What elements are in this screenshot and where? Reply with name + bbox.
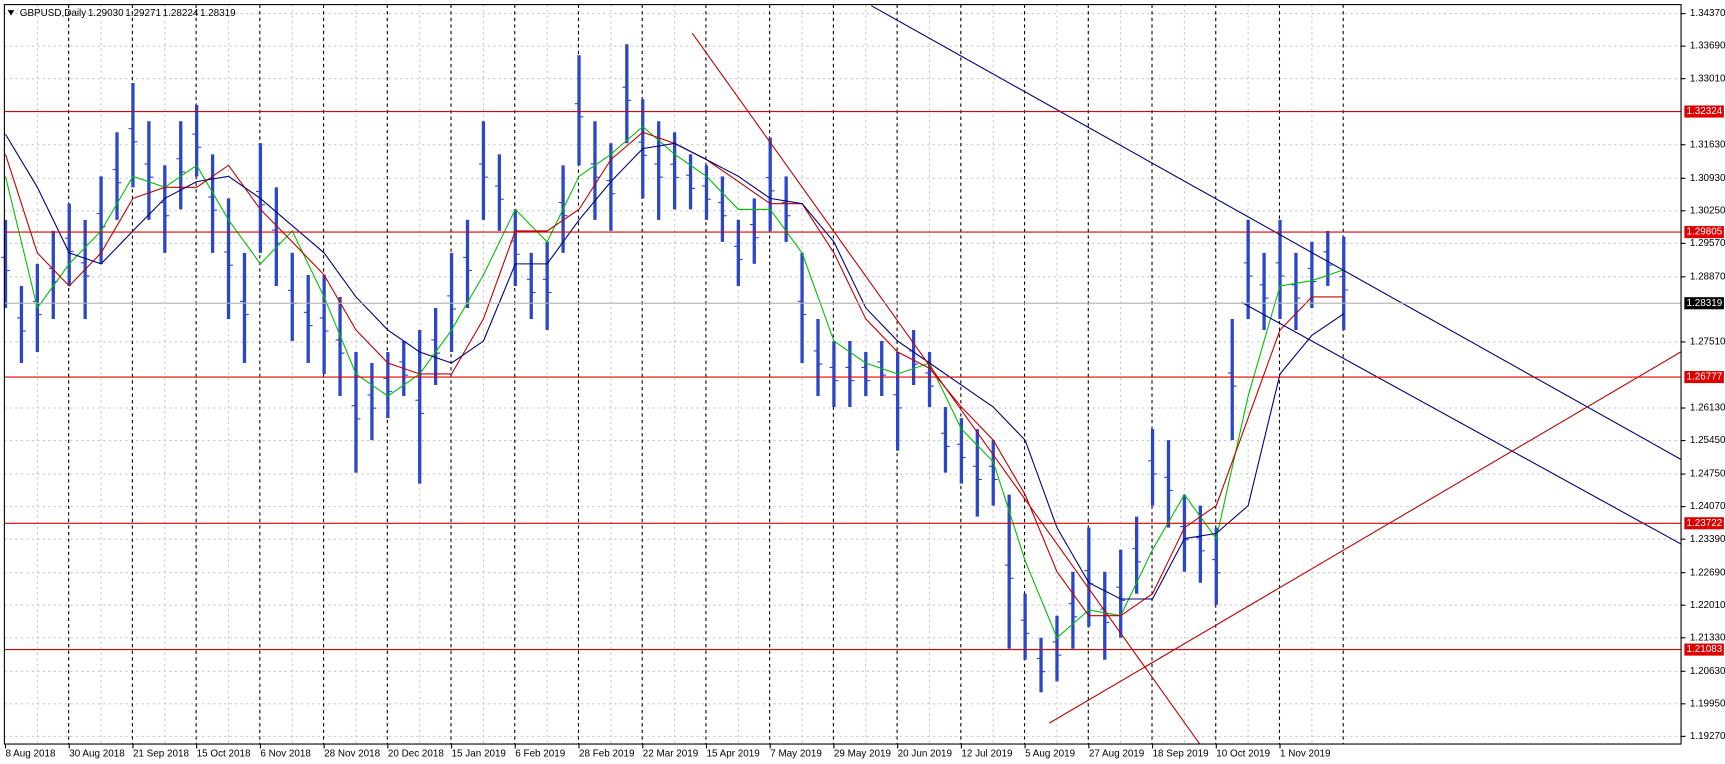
plot-border [3, 4, 1682, 745]
x-tick-label: 6 Feb 2019 [515, 749, 565, 760]
x-tick-label: 15 Jan 2019 [452, 749, 507, 760]
x-tick-label: 27 Aug 2019 [1089, 749, 1145, 760]
level-label-box [1684, 370, 1724, 384]
y-tick-label: 1.23390 [1690, 534, 1725, 545]
y-tick-label: 1.25450 [1690, 435, 1725, 446]
level-label: 1.26777 [1687, 372, 1723, 383]
x-tick-label: 1 Nov 2019 [1280, 749, 1331, 760]
x-tick-label: 8 Aug 2018 [5, 749, 55, 760]
current-price-box [1684, 297, 1724, 310]
y-tick-label: 1.19950 [1690, 698, 1725, 709]
y-tick-label: 1.24750 [1690, 469, 1725, 480]
y-tick-label: 1.28870 [1690, 271, 1725, 282]
y-tick-label: 1.30250 [1690, 205, 1725, 216]
y-tick-label: 1.26130 [1690, 403, 1725, 414]
marks [1, 44, 1349, 693]
level-label: 1.32324 [1687, 106, 1723, 117]
x-tick-label: 18 Sep 2019 [1153, 749, 1210, 760]
level-label-box [1684, 517, 1724, 530]
y-tick-label: 1.27510 [1690, 337, 1725, 348]
quote: 1.29030 1.29271 1.28224 1.28319 [88, 8, 236, 19]
y-tick-label: 1.21330 [1690, 632, 1725, 643]
moving-average [5, 133, 1345, 600]
x-tick-label: 28 Nov 2018 [324, 749, 381, 760]
x-tick-label: 22 Mar 2019 [643, 749, 699, 760]
y-tick-label: 1.22010 [1690, 600, 1725, 611]
y-tick-label: 1.22690 [1690, 567, 1725, 578]
y-tick-label: 1.33690 [1690, 41, 1725, 52]
x-tick-label: 7 May 2019 [770, 749, 822, 760]
overlay: 1.34370 1.33690 1.33010 1.31630 1.30930 1.302… [4, 8, 1725, 760]
level-label-box [1684, 226, 1724, 239]
level-label-box [1684, 643, 1724, 656]
chart-title: GBPUSD,Daily [20, 8, 86, 19]
x-tick-label: 10 Oct 2019 [1216, 749, 1270, 760]
current-price-label: 1.28319 [1687, 298, 1723, 309]
y-tick-label: 1.19270 [1690, 731, 1725, 742]
x-tick-label: 20 Dec 2018 [388, 749, 445, 760]
x-tick-label: 15 Apr 2019 [706, 749, 760, 760]
x-tick-label: 28 Feb 2019 [579, 749, 635, 760]
x-tick-label: 30 Aug 2018 [69, 749, 125, 760]
y-tick-label: 1.34370 [1690, 8, 1725, 19]
collapse-icon[interactable] [7, 10, 15, 16]
level-label: 1.23722 [1687, 518, 1723, 529]
y-tick-label: 1.20630 [1690, 666, 1725, 677]
x-tick-label: 5 Aug 2019 [1025, 749, 1075, 760]
quote-value: 1.29271 [125, 8, 161, 19]
level-label-box [1684, 105, 1724, 118]
y-tick-label: 1.30930 [1690, 173, 1725, 184]
x-tick-label: 29 May 2019 [834, 749, 892, 760]
y-tick-label: 1.33010 [1690, 73, 1725, 84]
x-tick-label: 6 Nov 2018 [260, 749, 311, 760]
level-label: 1.29805 [1687, 227, 1723, 238]
x-tick-label: 12 Jul 2019 [961, 749, 1013, 760]
grid [4, 4, 1682, 745]
y-tick-label: 1.29570 [1690, 238, 1725, 249]
x-tick-label: 20 Jun 2019 [898, 749, 953, 760]
trend-line [1241, 301, 1682, 545]
y-tick-label: 1.31630 [1690, 139, 1725, 150]
y-tick-label: 1.24070 [1690, 501, 1725, 512]
level-label: 1.21083 [1687, 644, 1723, 655]
quote-value: 1.29030 [88, 8, 124, 19]
trend-line [691, 32, 1201, 745]
x-tick-label: 21 Sep 2018 [133, 749, 190, 760]
quote-value: 1.28224 [163, 8, 199, 19]
quote-value: 1.28319 [200, 8, 236, 19]
trend-line [1049, 351, 1682, 724]
x-tick-label: 15 Oct 2018 [197, 749, 251, 760]
